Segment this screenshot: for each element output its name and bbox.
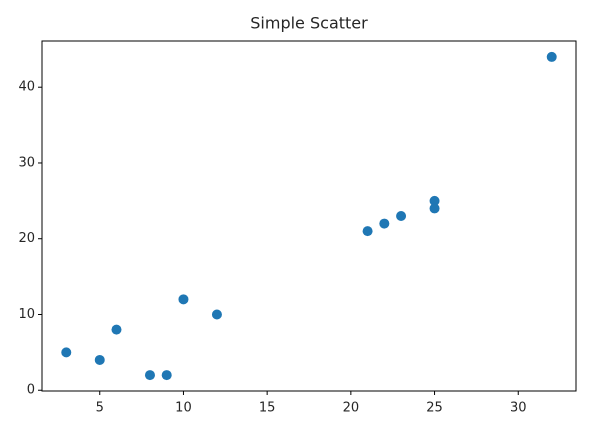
point: [379, 218, 390, 229]
plot-frame: [41, 40, 577, 392]
point: [429, 195, 440, 206]
point: [429, 203, 440, 214]
x-tick-label: 30: [510, 401, 527, 416]
chart-title: Simple Scatter: [250, 14, 368, 33]
point: [144, 370, 155, 381]
x-tick-label: 25: [426, 401, 443, 416]
point: [362, 226, 373, 237]
y-tick-label: 40: [18, 80, 35, 95]
x-tick-label: 5: [96, 401, 104, 416]
y-tick-label: 0: [27, 383, 35, 398]
point: [61, 347, 72, 358]
point: [546, 51, 557, 62]
y-tick-label: 30: [18, 155, 35, 170]
point: [396, 211, 407, 221]
x-tick-label: 20: [343, 401, 360, 416]
x-tick-label: 10: [175, 401, 192, 416]
x-tick-label: 15: [259, 401, 276, 416]
point: [94, 354, 105, 365]
point: [211, 309, 222, 320]
y-tick-label: 20: [18, 231, 35, 246]
point: [161, 370, 172, 381]
y-tick-label: 10: [18, 307, 35, 322]
point: [111, 324, 122, 335]
point: [178, 294, 189, 305]
